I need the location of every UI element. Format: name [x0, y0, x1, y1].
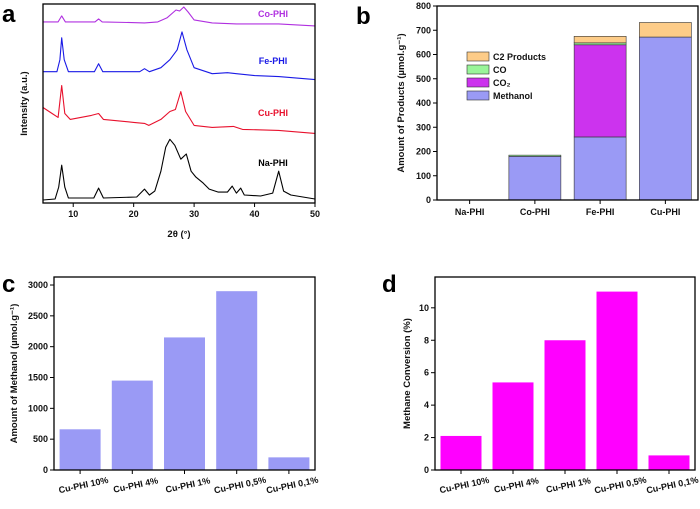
- bar: [648, 455, 690, 470]
- bar: [164, 337, 205, 470]
- x-tick-label: Cu-PHI 1%: [165, 475, 212, 494]
- plot-frame: [436, 5, 699, 201]
- bar: [216, 291, 258, 470]
- bar-segment: [508, 156, 562, 201]
- x-tick-label: Cu-PHI 0,5%: [213, 475, 267, 496]
- legend-swatch: [466, 51, 490, 62]
- legend-label: CO₂: [493, 78, 511, 88]
- y-tick-label: 4: [424, 400, 429, 410]
- y-tick-label: 0: [426, 195, 431, 205]
- x-tick-label: Cu-PHI 0,1%: [265, 475, 319, 496]
- panel-label-b: b: [356, 3, 371, 30]
- y-tick-label: 500: [33, 434, 48, 444]
- x-tick-label: Fe-PHI: [586, 207, 615, 217]
- x-tick-label: Cu-PHI 0,1%: [645, 475, 699, 496]
- y-tick-label: 2000: [28, 342, 48, 352]
- y-tick-label: 600: [416, 50, 431, 60]
- x-axis-label: 2θ (°): [167, 229, 190, 240]
- bar-segment: [508, 154, 562, 157]
- bar: [492, 382, 534, 470]
- y-tick-label: 6: [424, 368, 429, 378]
- x-tick-label: Cu-PHI 1%: [545, 475, 592, 494]
- x-tick-label: Cu-PHI 4%: [493, 475, 540, 494]
- plot-frame: [42, 3, 316, 204]
- y-tick-label: 700: [416, 25, 431, 35]
- y-tick-label: 1000: [28, 403, 48, 413]
- x-tick-label: Co-PHI: [520, 207, 550, 217]
- bar: [111, 380, 153, 470]
- series-label-co-phi: Co-PHI: [258, 9, 288, 19]
- panel-a-xrd: Na-PHI Cu-PHI Fe-PHI Co-PHI 10 20 30 40 50 2θ (°)…: [19, 3, 320, 240]
- legend-swatch: [466, 77, 490, 88]
- y-tick-label: 300: [416, 122, 431, 132]
- y-tick-label: 0: [43, 465, 48, 475]
- panel-label-c: c: [2, 271, 15, 298]
- y-axis-label: Methane Conversion (%): [402, 318, 413, 429]
- y-axis-label: Amount of Products (µmol.g⁻¹): [396, 33, 407, 172]
- panel-label-d: d: [382, 271, 397, 298]
- series-label-fe-phi: Fe-PHI: [259, 56, 288, 66]
- legend-swatch: [466, 90, 490, 101]
- xrd-curve-fe-phi: [43, 31, 316, 81]
- y-tick-label: 400: [416, 98, 431, 108]
- x-tick-label: 50: [310, 209, 320, 219]
- xrd-curve-na-phi: [42, 138, 316, 201]
- bar: [544, 340, 586, 470]
- bar: [596, 291, 638, 470]
- legend-label: Methanol: [493, 91, 533, 101]
- x-tick-label: Cu-PHI 10%: [439, 475, 490, 495]
- bar-segment: [639, 22, 692, 38]
- bar: [440, 435, 482, 470]
- bar-segment: [573, 36, 627, 44]
- series-label-na-phi: Na-PHI: [258, 158, 288, 168]
- panel-b-products: 0 100 200 300 400 500 600 700 800 Amount of Produ…: [396, 1, 699, 217]
- legend-label: C2 Products: [493, 52, 546, 62]
- y-tick-label: 3000: [28, 280, 48, 290]
- y-tick-label: 200: [416, 147, 431, 157]
- y-tick-label: 800: [416, 1, 431, 11]
- y-axis-label: Amount of Methanol (µmol.g⁻¹): [9, 304, 20, 444]
- y-tick-label: 10: [419, 303, 429, 313]
- bar-segment: [573, 136, 627, 201]
- x-tick-label: Cu-PHI: [650, 207, 680, 217]
- bar: [59, 429, 101, 470]
- plot-frame: [434, 276, 696, 471]
- panel-label-a: a: [2, 1, 16, 28]
- plot-frame: [53, 276, 316, 471]
- panel-c-methanol: 0 500 1000 1500 2000 2500 3000 Amount of Methan…: [9, 276, 319, 496]
- x-tick-label: Cu-PHI 10%: [58, 475, 109, 495]
- xrd-curve-co-phi: [43, 6, 316, 27]
- y-tick-label: 8: [424, 335, 429, 345]
- y-tick-label: 2: [424, 433, 429, 443]
- y-axis-label: Intensity (a.u.): [19, 71, 30, 135]
- x-tick-label: Cu-PHI 0,5%: [593, 475, 647, 496]
- bar-segment: [639, 36, 692, 201]
- y-tick-label: 0: [424, 465, 429, 475]
- y-tick-label: 500: [416, 74, 431, 84]
- x-tick-label: Na-PHI: [455, 207, 485, 217]
- bar: [268, 457, 310, 470]
- legend-swatch: [466, 64, 490, 75]
- x-tick-label: 10: [68, 209, 78, 219]
- y-tick-label: 100: [416, 171, 431, 181]
- legend-label: CO: [493, 65, 507, 75]
- xrd-curve-cu-phi: [42, 85, 316, 134]
- x-tick-label: 40: [250, 209, 260, 219]
- bar-segment: [573, 44, 627, 138]
- y-tick-label: 1500: [28, 373, 48, 383]
- x-tick-label: 20: [129, 209, 139, 219]
- x-tick-label: 30: [189, 209, 199, 219]
- x-tick-label: Cu-PHI 4%: [112, 475, 159, 494]
- y-tick-label: 2500: [28, 311, 48, 321]
- series-label-cu-phi: Cu-PHI: [258, 108, 288, 118]
